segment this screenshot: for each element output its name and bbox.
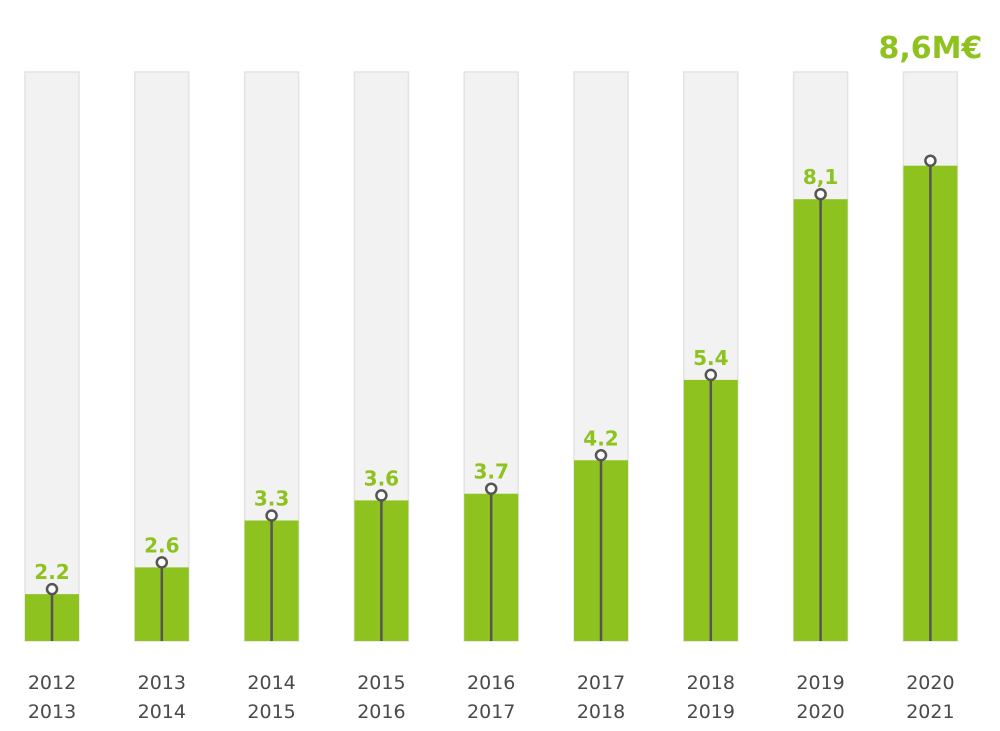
value-marker xyxy=(265,509,278,522)
data-label: 2.6 xyxy=(144,533,179,557)
value-marker xyxy=(924,154,937,167)
bar-track xyxy=(134,71,190,642)
x-tick-label: 2020 xyxy=(796,701,844,723)
x-tick-label: 2020 xyxy=(906,672,954,694)
value-marker xyxy=(594,449,608,462)
data-label: 8,6M€ xyxy=(878,31,982,66)
value-marker xyxy=(375,489,388,502)
x-tick-label: 2014 xyxy=(138,701,186,723)
x-tick-label: 2017 xyxy=(467,701,515,723)
value-marker xyxy=(484,482,498,495)
x-tick-label: 2012 xyxy=(28,672,76,694)
data-label: 2.2 xyxy=(34,560,69,584)
data-label: 3.3 xyxy=(254,487,289,511)
x-tick-label: 2017 xyxy=(577,672,625,694)
data-label: 5.4 xyxy=(693,346,728,370)
value-marker xyxy=(814,187,827,201)
x-tick-label: 2016 xyxy=(357,701,405,723)
data-label: 3.6 xyxy=(364,466,399,490)
x-tick-label: 2016 xyxy=(467,672,515,694)
x-tick-label: 2015 xyxy=(357,672,405,694)
value-marker xyxy=(45,582,59,596)
x-tick-label: 2019 xyxy=(687,701,735,723)
x-tick-label: 2021 xyxy=(906,701,954,723)
value-marker xyxy=(155,556,169,569)
data-label: 4.2 xyxy=(583,426,618,450)
data-label: 8,1 xyxy=(803,165,838,189)
value-marker xyxy=(704,368,718,382)
x-tick-label: 2013 xyxy=(138,672,186,694)
x-tick-label: 2014 xyxy=(247,672,295,694)
data-label: 3.7 xyxy=(473,460,508,484)
x-tick-label: 2018 xyxy=(577,701,625,723)
x-tick-label: 2015 xyxy=(247,701,295,723)
x-tick-label: 2019 xyxy=(796,672,844,694)
x-tick-label: 2018 xyxy=(687,672,735,694)
x-tick-label: 2013 xyxy=(28,701,76,723)
bar-track xyxy=(24,71,80,642)
